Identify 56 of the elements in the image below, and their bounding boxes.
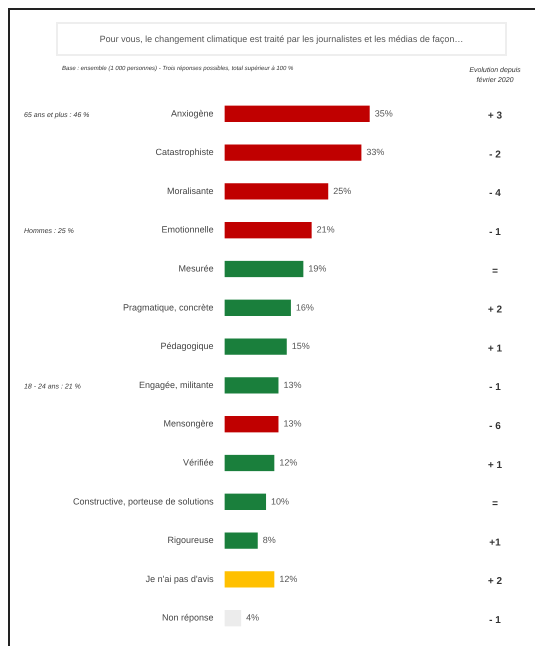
y-tick-label: Je n'ai pas d'avis bbox=[146, 574, 214, 584]
data-label: 15% bbox=[292, 341, 310, 352]
y-tick-label: Catastrophiste bbox=[156, 147, 214, 158]
data-label: 33% bbox=[366, 147, 384, 158]
data-label: 19% bbox=[308, 263, 326, 274]
text: - 2 bbox=[489, 149, 502, 160]
y-tick-label: Engagée, militante bbox=[139, 380, 214, 390]
text: + 1 bbox=[488, 343, 503, 354]
data-label: 10% bbox=[271, 496, 290, 506]
y-tick-label: Rigoureuse bbox=[168, 535, 214, 546]
y-tick-label: Anxiogène bbox=[171, 108, 214, 118]
text: + 1 bbox=[488, 460, 503, 471]
bar bbox=[224, 300, 291, 316]
bar bbox=[224, 377, 278, 394]
text: + 2 bbox=[488, 304, 503, 316]
bar bbox=[224, 106, 370, 122]
bar bbox=[224, 144, 362, 161]
text: = bbox=[492, 266, 498, 277]
data-label: 8% bbox=[262, 535, 276, 546]
text: +1 bbox=[489, 537, 502, 548]
bar bbox=[224, 416, 278, 432]
text: - 1 bbox=[489, 614, 502, 626]
data-label: 35% bbox=[374, 108, 393, 118]
data-label: 13% bbox=[283, 418, 302, 429]
bar bbox=[224, 183, 328, 200]
chart-title: Pour vous, le changement climatique est traité par les journalistes et les médias de façon… bbox=[56, 22, 507, 56]
y-tick-label: Mensongère bbox=[164, 418, 214, 429]
y-tick-label: Mesurée bbox=[178, 263, 214, 274]
text: - 4 bbox=[489, 188, 502, 200]
data-label: 12% bbox=[279, 574, 298, 584]
y-tick-label: Pédagogique bbox=[160, 341, 214, 352]
bar bbox=[224, 222, 312, 238]
data-label: 25% bbox=[333, 186, 352, 196]
bar bbox=[224, 260, 304, 278]
y-tick-label: Moralisante bbox=[167, 186, 214, 196]
data-label: 4% bbox=[246, 612, 260, 623]
data-label: 12% bbox=[279, 457, 298, 468]
y-tick-label: Non réponse bbox=[162, 612, 214, 623]
bar bbox=[224, 571, 274, 588]
bar bbox=[224, 532, 258, 549]
data-label: 16% bbox=[296, 302, 314, 312]
text: = bbox=[492, 498, 498, 510]
text: + 3 bbox=[488, 110, 503, 122]
text: - 1 bbox=[489, 382, 502, 394]
y-tick-label: Emotionnelle bbox=[162, 224, 214, 235]
y-tick-label: Pragmatique, concrète bbox=[123, 302, 214, 312]
bar bbox=[224, 338, 287, 355]
y-tick-label: Constructive, porteuse de solutions bbox=[73, 496, 214, 506]
data-label: 13% bbox=[283, 380, 302, 390]
text: - 6 bbox=[489, 420, 502, 432]
text: - 1 bbox=[489, 226, 502, 238]
data-label: 21% bbox=[316, 224, 335, 235]
y-tick-label: Vérifiée bbox=[183, 457, 214, 468]
bar bbox=[224, 494, 266, 510]
bar bbox=[224, 454, 274, 472]
text: + 2 bbox=[488, 576, 503, 588]
